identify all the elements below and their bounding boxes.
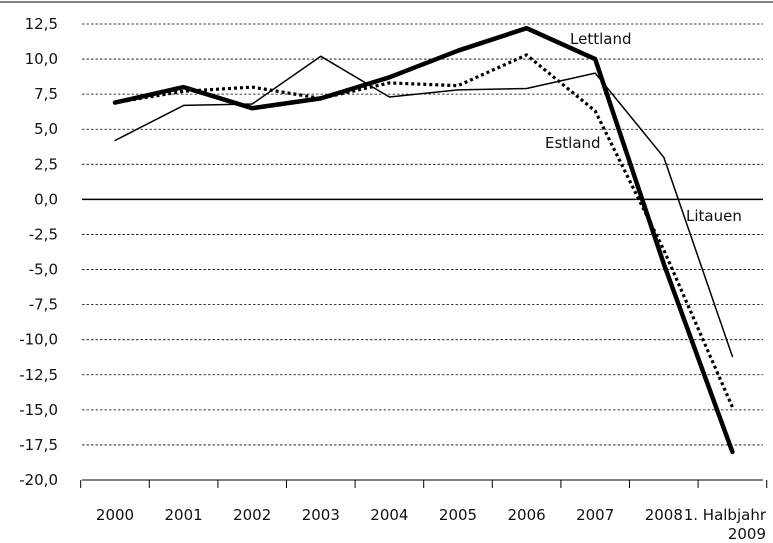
x-tick-label: 2003	[302, 506, 340, 524]
x-tick-label: 2004	[370, 506, 408, 524]
y-tick-label: 7,5	[34, 85, 58, 103]
x-tick-label: 2001	[165, 506, 203, 524]
x-tick-label: 2002	[233, 506, 271, 524]
x-tick-label: 2005	[439, 506, 477, 524]
series-line-lettland	[112, 25, 735, 455]
x-axis-layer	[80, 479, 768, 488]
series-layer	[112, 25, 735, 455]
y-tick-label: 0,0	[34, 190, 58, 208]
y-tick-label: -5,0	[29, 261, 58, 279]
x-tick-label: 2007	[576, 506, 614, 524]
series-label-lettland: Lettland	[570, 30, 631, 48]
y-tick-labels: 12,5 10,0 7,5 5,0 2,5 0,0 -2,5 -5,0 -7,5 -10,0 -12…	[19, 15, 58, 489]
x-tick-label: 1. Halbjahr 2009	[684, 506, 767, 543]
y-tick-label: -7,5	[29, 296, 58, 314]
y-tick-label: 12,5	[25, 15, 58, 33]
y-tick-label: 5,0	[34, 120, 58, 138]
y-tick-label: -10,0	[19, 331, 58, 349]
x-tick-labels: 2000 2001 2002 2003 2004 2005 2006 2007 2008 1. H…	[96, 506, 767, 543]
y-tick-label: -17,5	[19, 436, 58, 454]
y-tick-label: -12,5	[19, 366, 58, 384]
y-tick-label: 10,0	[25, 50, 58, 68]
series-labels: Lettland Estland Litauen	[545, 30, 742, 225]
grid-layer	[0, 1, 773, 481]
x-tick-label: 2000	[96, 506, 134, 524]
x-tick-label: 2006	[508, 506, 546, 524]
series-label-litauen: Litauen	[686, 207, 742, 225]
series-line-litauen	[114, 55, 734, 358]
y-tick-label: -2,5	[29, 225, 58, 243]
series-line-estland	[114, 53, 734, 408]
y-tick-label: -20,0	[19, 471, 58, 489]
y-tick-label: 2,5	[34, 155, 58, 173]
y-tick-label: -15,0	[19, 401, 58, 419]
x-tick-label: 2008	[645, 506, 683, 524]
series-label-estland: Estland	[545, 134, 601, 152]
